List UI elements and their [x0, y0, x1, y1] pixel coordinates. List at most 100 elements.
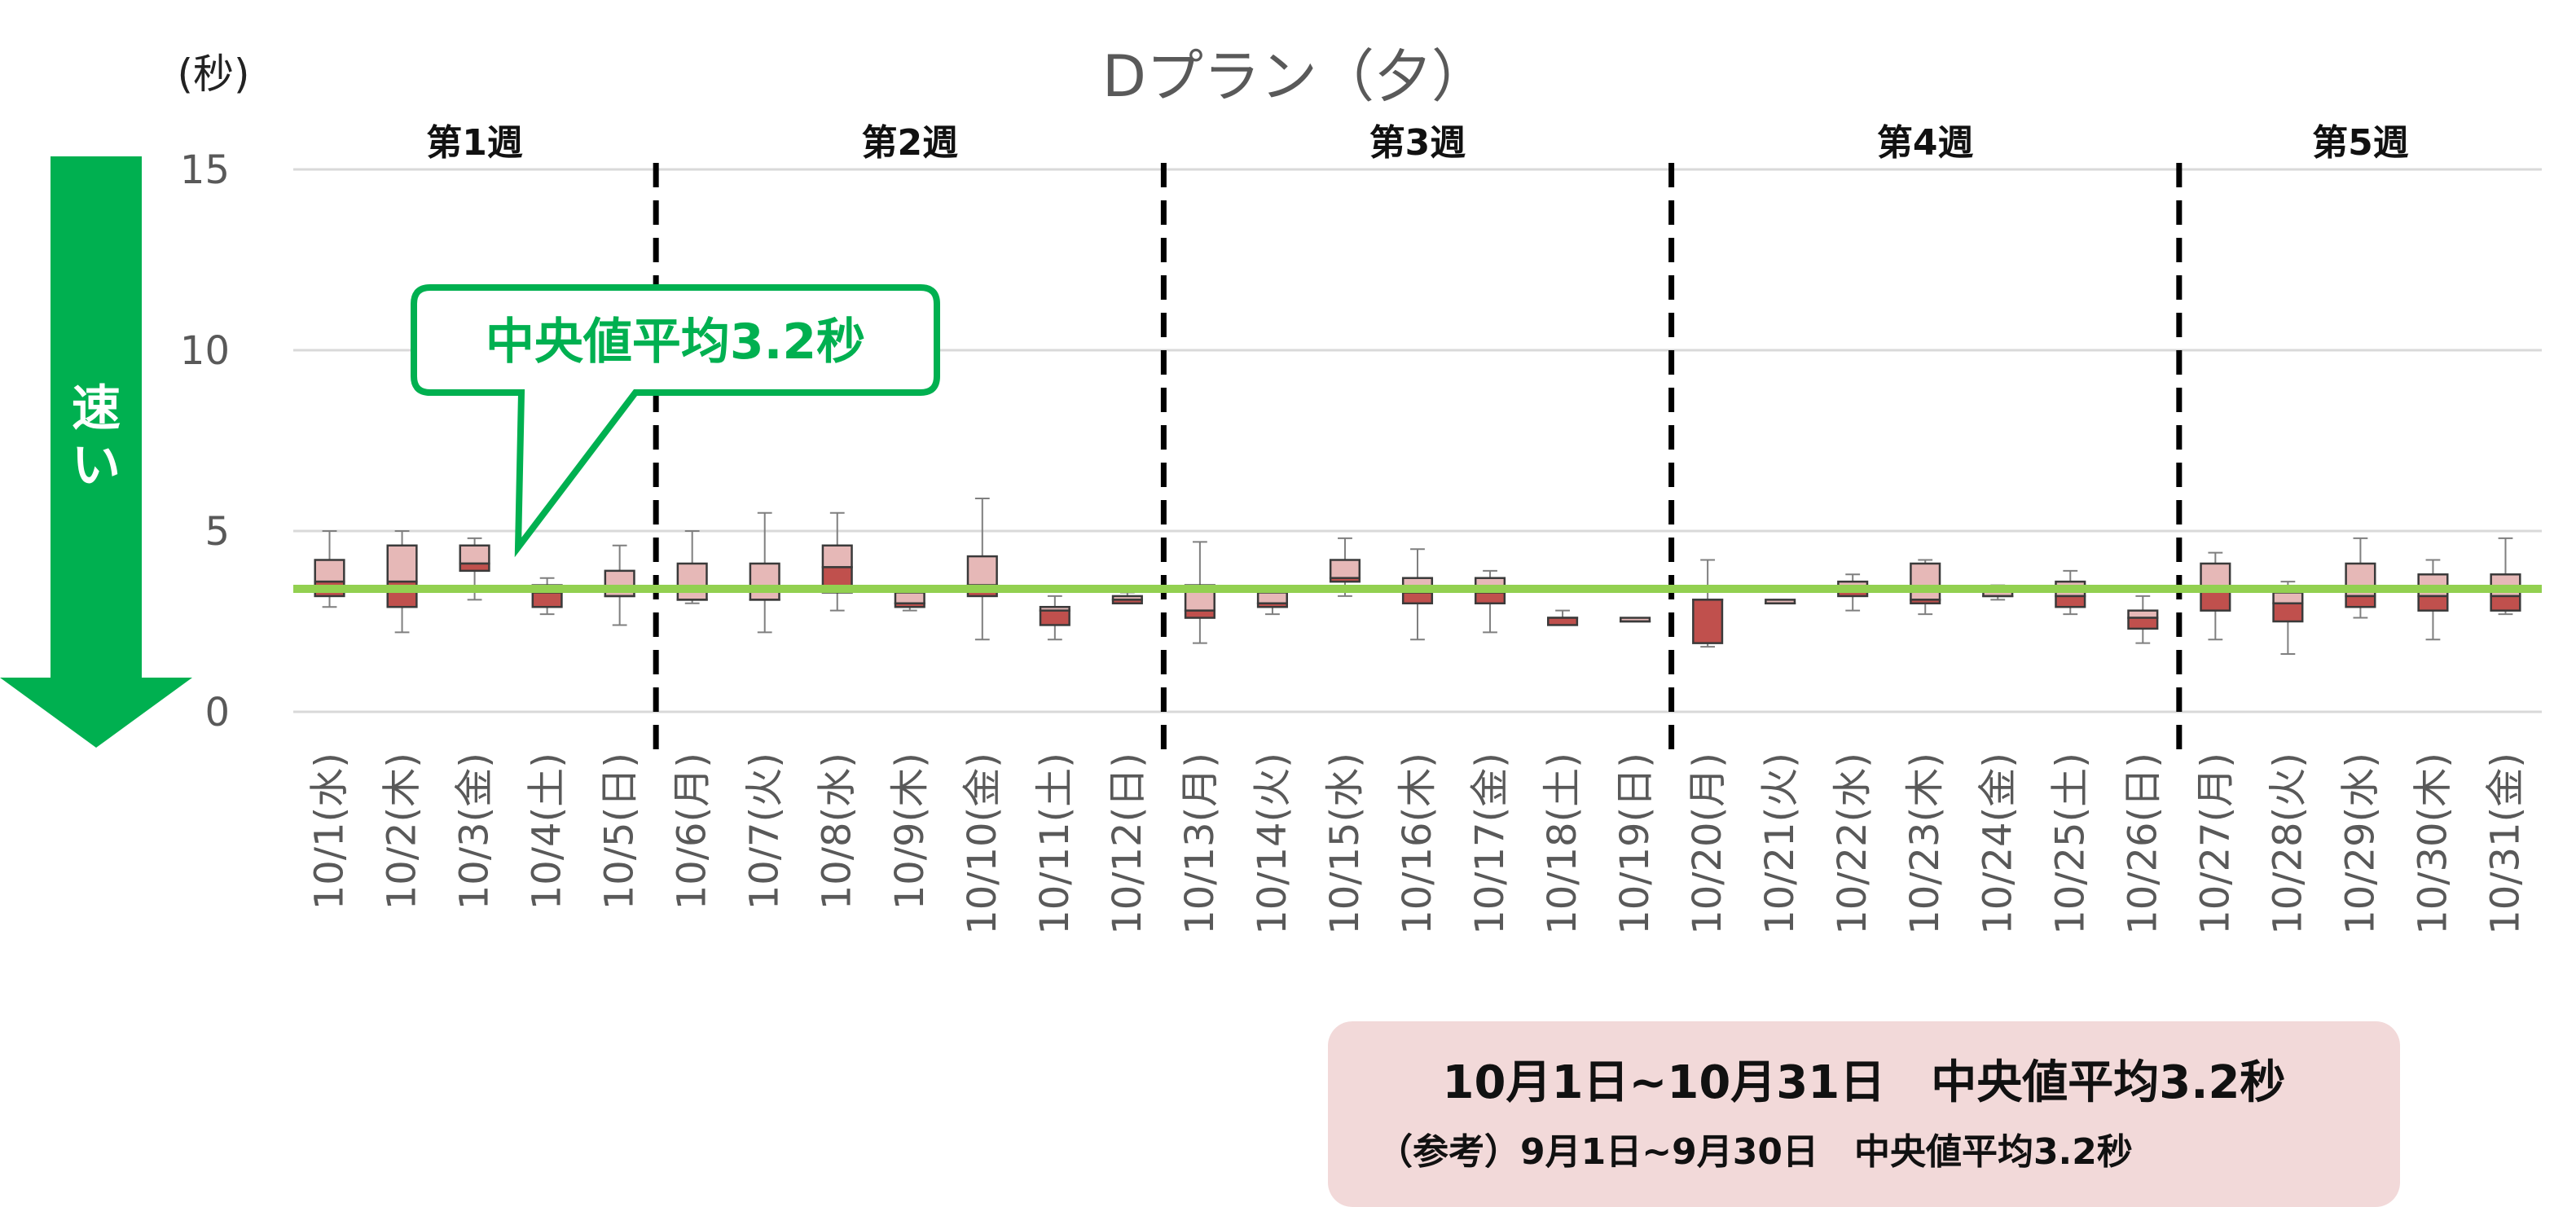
box-lower — [460, 564, 490, 571]
x-tick-label: 10/26(日) — [2120, 753, 2165, 935]
x-tick-label: 10/22(水) — [1830, 753, 1875, 935]
box-lower — [1258, 604, 1287, 607]
box-lower — [1693, 599, 1722, 643]
week-label: 第3週 — [1369, 122, 1466, 164]
chart-title: Dプラン（夕） — [1102, 43, 1488, 110]
x-tick-label: 10/6(月) — [670, 753, 715, 910]
box-10/1(水) — [315, 531, 345, 607]
x-tick-label: 10/1(水) — [307, 753, 353, 910]
x-tick-label: 10/17(金) — [1467, 753, 1513, 935]
x-tick-label: 10/15(水) — [1322, 753, 1368, 935]
box-10/12(日) — [1113, 592, 1142, 603]
x-tick-label: 10/16(木) — [1395, 753, 1440, 935]
box-upper — [460, 546, 490, 564]
x-tick-label: 10/8(水) — [815, 753, 860, 910]
box-lower — [2129, 618, 2158, 629]
x-tick-label: 10/9(木) — [887, 753, 933, 910]
week-dividers — [656, 163, 2179, 754]
box-10/16(木) — [1403, 549, 1432, 639]
x-tick-label: 10/28(火) — [2265, 753, 2310, 935]
box-upper — [1330, 560, 1360, 578]
box-lower — [2055, 596, 2085, 607]
week-label: 第1週 — [426, 122, 523, 164]
x-tick-label: 10/10(金) — [960, 753, 1005, 935]
summary-box: 10月1日~10月31日 中央値平均3.2秒 （参考）9月1日~9月30日 中央… — [1328, 1021, 2400, 1207]
box-10/8(水) — [823, 513, 852, 611]
x-tick-label: 10/25(土) — [2047, 753, 2093, 935]
x-tick-label: 10/18(土) — [1540, 753, 1585, 935]
box-lower — [1910, 599, 1940, 603]
x-tick-label: 10/5(日) — [597, 753, 643, 910]
box-lower — [1113, 599, 1142, 603]
box-lower — [2346, 596, 2376, 607]
box-lower — [2274, 604, 2303, 621]
box-lower — [1475, 592, 1505, 603]
x-tick-label: 10/13(月) — [1177, 753, 1223, 935]
x-tick-label: 10/21(火) — [1757, 753, 1803, 935]
x-tick-label: 10/27(月) — [2192, 753, 2238, 935]
x-tick-label: 10/19(日) — [1612, 753, 1658, 935]
box-10/19(日) — [1620, 618, 1650, 621]
direction-label: 速い — [72, 380, 121, 494]
summary-reference-text: （参考）9月1日~9月30日 中央値平均3.2秒 — [1377, 1122, 2354, 1174]
box-upper — [2129, 611, 2158, 618]
box-10/17(金) — [1475, 571, 1505, 632]
box-lower — [533, 592, 562, 607]
week-label: 第5週 — [2312, 122, 2409, 164]
direction-arrow: 速い — [0, 156, 192, 748]
box-10/10(金) — [968, 498, 997, 639]
x-tick-label: 10/7(火) — [742, 753, 788, 910]
box-10/21(火) — [1765, 599, 1795, 603]
summary-main-text: 10月1日~10月31日 中央値平均3.2秒 — [1328, 1046, 2400, 1112]
y-tick-label: 5 — [204, 509, 230, 555]
box-10/26(日) — [2129, 596, 2158, 643]
box-lower — [1185, 611, 1215, 618]
box-upper — [895, 592, 925, 603]
box-upper — [678, 564, 707, 599]
box-lower — [1403, 592, 1432, 603]
x-tick-label: 10/30(木) — [2410, 753, 2455, 935]
x-tick-label: 10/2(木) — [380, 753, 425, 910]
box-upper — [388, 546, 417, 582]
callout-label: 中央値平均3.2秒 — [486, 314, 865, 371]
box-lower — [2419, 596, 2448, 611]
box-10/20(月) — [1693, 560, 1722, 647]
y-tick-label: 0 — [204, 690, 230, 735]
x-tick-label: 10/12(日) — [1105, 753, 1150, 935]
x-tick-label: 10/14(火) — [1250, 753, 1295, 935]
x-tick-label: 10/24(金) — [1975, 753, 2020, 935]
box-upper — [750, 564, 780, 599]
box-upper — [1258, 592, 1287, 603]
week-label: 第4週 — [1877, 122, 1974, 164]
box-upper — [823, 546, 852, 568]
y-tick-label: 10 — [180, 328, 230, 374]
box-lower — [1040, 611, 1070, 625]
x-tick-label: 10/11(土) — [1032, 753, 1078, 935]
box-upper — [1910, 564, 1940, 599]
y-axis-label: (秒) — [177, 50, 249, 98]
box-lower — [895, 604, 925, 607]
y-tick-label: 15 — [180, 147, 230, 193]
x-tick-label: 10/3(金) — [452, 753, 498, 910]
box-upper — [968, 556, 997, 586]
box-series — [315, 498, 2521, 654]
x-tick-label: 10/23(木) — [1902, 753, 1948, 935]
box-10/11(土) — [1040, 596, 1070, 639]
box-10/30(木) — [2419, 560, 2448, 640]
box-lower — [1330, 578, 1360, 582]
x-tick-label: 10/29(水) — [2337, 753, 2383, 935]
box-10/29(水) — [2346, 538, 2376, 618]
x-tick-label: 10/4(土) — [525, 753, 570, 910]
x-tick-label: 10/20(月) — [1685, 753, 1730, 935]
box-lower — [1548, 618, 1577, 625]
y-tick-labels: 0 5 10 15 — [180, 147, 230, 735]
box-10/4(土) — [533, 578, 562, 614]
box-10/18(土) — [1548, 611, 1577, 625]
week-label: 第2週 — [861, 122, 958, 164]
x-tick-labels: 10/1(水) 10/2(木) 10/3(金) 10/4(土) 10/5(日) 10/6(… — [307, 753, 2529, 935]
box-10/27(月) — [2201, 553, 2231, 640]
box-10/2(木) — [388, 531, 417, 632]
median-callout: 中央値平均3.2秒 — [414, 287, 937, 547]
box-lower — [2491, 596, 2521, 611]
box-10/9(木) — [895, 592, 925, 610]
